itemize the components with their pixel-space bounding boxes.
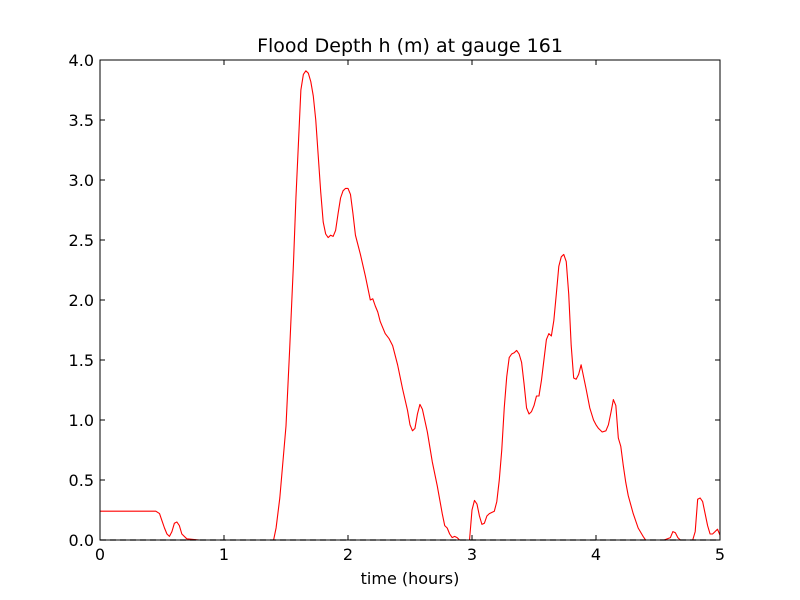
- y-tick-label: 1.5: [69, 351, 94, 370]
- depth-series-line: [100, 70, 721, 541]
- x-tick-label: 1: [219, 545, 229, 564]
- y-tick-label: 2.5: [69, 231, 94, 250]
- plot-frame: [99, 59, 721, 541]
- x-tick-label: 2: [343, 545, 353, 564]
- x-axis-label: time (hours): [361, 569, 460, 588]
- x-tick-label: 0: [95, 545, 105, 564]
- x-tick-label: 5: [715, 545, 725, 564]
- plot-area: 0 1 2 3 4 5 0.0 0.5 1.0 1.5 2.0 2.5 3.0 3.5 4.0: [69, 51, 726, 564]
- y-tick-label: 0.5: [69, 471, 94, 490]
- x-tick-label: 4: [591, 545, 601, 564]
- x-tick-label: 3: [467, 545, 477, 564]
- y-tick-label: 2.0: [69, 291, 94, 310]
- y-tick-label: 3.5: [69, 111, 94, 130]
- y-tick-label: 3.0: [69, 171, 94, 190]
- chart-title: Flood Depth h (m) at gauge 161: [257, 35, 563, 57]
- y-tick-label: 0.0: [69, 531, 94, 550]
- y-tick-label: 4.0: [69, 51, 94, 70]
- y-tick-label: 1.0: [69, 411, 94, 430]
